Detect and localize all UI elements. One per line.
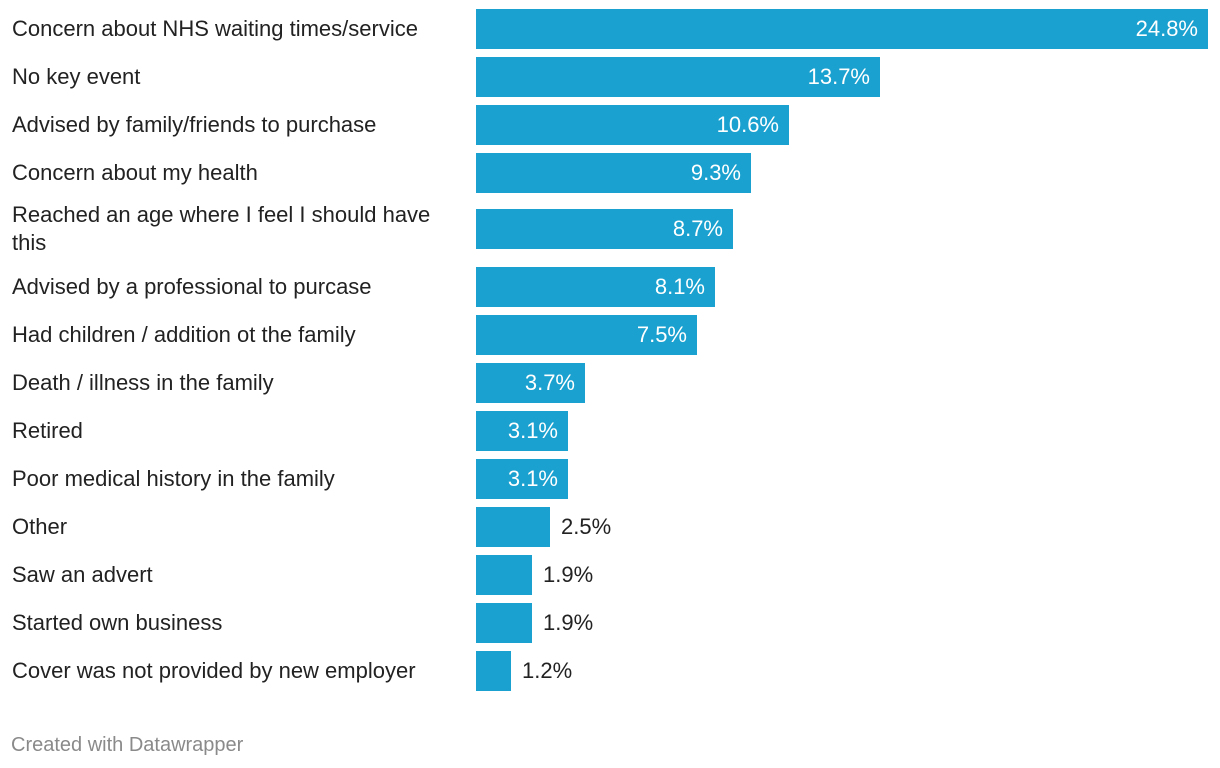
bar xyxy=(476,411,568,451)
category-label: Reached an age where I feel I should hav… xyxy=(12,202,431,255)
bar xyxy=(476,105,789,145)
bar xyxy=(476,153,751,193)
category-label: Death / illness in the family xyxy=(12,370,274,395)
category-label: Advised by family/friends to purchase xyxy=(12,112,377,137)
category-label: Advised by a professional to purcase xyxy=(12,274,372,299)
value-label: 3.7% xyxy=(524,370,575,395)
value-label: 1.2% xyxy=(522,658,573,683)
value-label: 7.5% xyxy=(636,322,687,347)
category-label: Concern about NHS waiting times/service xyxy=(12,16,418,41)
category-label: No key event xyxy=(12,64,141,89)
category-label: Poor medical history in the family xyxy=(12,466,335,491)
value-label: 1.9% xyxy=(543,610,594,635)
bar xyxy=(476,57,880,97)
value-label: 13.7% xyxy=(807,64,870,89)
category-label: Concern about my health xyxy=(12,160,258,185)
datawrapper-credit: Created with Datawrapper xyxy=(11,734,244,756)
bar xyxy=(476,267,715,307)
bar xyxy=(476,315,697,355)
value-label: 8.1% xyxy=(654,274,705,299)
category-label: Cover was not provided by new employer xyxy=(12,658,416,683)
bar xyxy=(476,651,511,691)
category-label: Started own business xyxy=(12,610,223,635)
value-label: 9.3% xyxy=(690,160,741,185)
value-label: 3.1% xyxy=(507,418,558,443)
bar xyxy=(476,9,1208,49)
value-label: 3.1% xyxy=(507,466,558,491)
category-label: Retired xyxy=(12,418,83,443)
category-label: Saw an advert xyxy=(12,562,153,587)
bar xyxy=(476,603,532,643)
bar xyxy=(476,459,568,499)
bar xyxy=(476,555,532,595)
value-label: 8.7% xyxy=(672,216,723,241)
value-label: 10.6% xyxy=(716,112,779,137)
value-label: 1.9% xyxy=(543,562,594,587)
bar xyxy=(476,363,585,403)
category-label: Other xyxy=(12,514,68,539)
bar xyxy=(476,507,550,547)
value-label: 24.8% xyxy=(1135,16,1198,41)
category-label: Had children / addition ot the family xyxy=(12,322,356,347)
value-label: 2.5% xyxy=(561,514,612,539)
bar-chart: Concern about NHS waiting times/service 2… xyxy=(12,9,1208,691)
bar xyxy=(476,209,733,249)
